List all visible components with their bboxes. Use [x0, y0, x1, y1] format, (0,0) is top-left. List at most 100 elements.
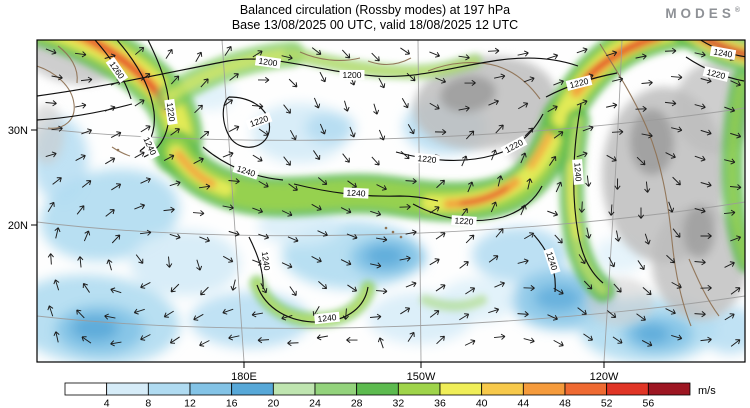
wind-arrow — [576, 47, 588, 54]
wind-arrow — [252, 207, 264, 214]
graticule-lines — [37, 40, 745, 362]
chart-header: Balanced circulation (Rossby modes) at 1… — [0, 3, 750, 33]
wind-arrow — [252, 50, 263, 58]
wind-arrow — [378, 77, 386, 89]
colorbar-cell — [189, 382, 233, 396]
colorbar-tick-label: 52 — [601, 398, 613, 408]
wind-arrow — [52, 177, 62, 185]
wind-arrow — [429, 102, 440, 110]
wind-arrow — [436, 335, 445, 345]
wind-arrow — [547, 314, 558, 321]
wind-arrow — [199, 340, 210, 347]
wind-arrow — [140, 125, 151, 133]
chart-subtitle: Base 13/08/2025 00 UTC, valid 18/08/2025… — [231, 18, 519, 32]
wind-arrow — [134, 203, 146, 210]
lon-tick-label: 150W — [407, 371, 436, 383]
wind-arrow — [488, 307, 500, 314]
wind-arrow — [371, 52, 380, 62]
wind-arrow — [554, 234, 563, 244]
wind-arrow — [694, 207, 706, 214]
wind-arrow — [222, 151, 234, 158]
lat-tick-label: 20N — [8, 220, 28, 232]
wind-arrow — [637, 260, 645, 270]
wind-arrow — [429, 51, 440, 58]
wind-arrow — [553, 131, 564, 139]
wind-arrow — [429, 310, 440, 318]
wind-arrow — [258, 233, 270, 240]
wind-arrow — [194, 104, 203, 114]
colorbar-cell — [106, 382, 149, 396]
wind-arrow — [641, 340, 653, 347]
wind-arrow — [223, 99, 233, 107]
wind-arrow — [319, 123, 327, 135]
wind-arrow — [258, 128, 269, 136]
wind-arrow — [642, 286, 652, 296]
wind-vectors — [45, 45, 742, 349]
wind-arrow — [135, 254, 144, 264]
colorbar-cell — [481, 382, 524, 396]
wind-arrow — [140, 177, 151, 184]
wind-arrow — [730, 132, 742, 139]
wind-arrow — [585, 227, 592, 239]
wind-arrow — [517, 258, 529, 265]
wind-arrow — [700, 336, 712, 343]
wind-arrow — [665, 308, 676, 315]
wind-arrow — [252, 154, 263, 162]
wind-arrow — [228, 334, 240, 341]
wind-arrow — [200, 286, 209, 296]
wind-arrow — [134, 99, 145, 107]
wind-arrow — [520, 152, 527, 164]
wind-arrow — [435, 232, 446, 240]
wind-arrow — [140, 334, 151, 341]
wind-arrow — [458, 54, 470, 61]
colorbar-tick-label: 32 — [392, 398, 404, 408]
wind-arrow — [553, 287, 564, 295]
colorbar-tick-label: 24 — [309, 398, 321, 408]
wind-arrow — [281, 54, 293, 61]
colorbar-tick-label: 12 — [184, 398, 196, 408]
wind-arrow — [547, 210, 559, 217]
wind-arrow — [169, 233, 181, 240]
wind-arrow — [400, 307, 411, 315]
wind-arrow — [134, 151, 145, 159]
wind-arrow — [196, 259, 203, 271]
wind-arrow — [76, 309, 85, 319]
wind-arrow — [104, 105, 116, 112]
wind-arrow — [670, 74, 683, 81]
wind-arrow — [636, 156, 646, 166]
wind-arrow — [311, 203, 322, 211]
wind-arrow — [641, 79, 653, 86]
wind-arrow — [730, 339, 741, 347]
wind-arrow — [497, 175, 503, 187]
wind-arrow — [110, 287, 122, 294]
wind-arrow — [166, 256, 173, 268]
wind-arrow — [637, 207, 645, 219]
wind-arrow — [399, 255, 411, 262]
wind-arrow — [200, 78, 209, 88]
colorbar-cell — [147, 382, 191, 396]
wind-arrow — [523, 284, 535, 292]
wind-arrow — [163, 310, 174, 318]
wind-arrow — [399, 203, 411, 211]
wind-arrow — [671, 334, 683, 341]
wind-arrow — [494, 281, 505, 288]
wind-arrow — [251, 311, 264, 318]
wind-arrow — [585, 175, 592, 187]
wind-arrow — [665, 152, 676, 159]
wind-arrow — [583, 280, 593, 290]
colorbar-tick-label: 28 — [351, 398, 363, 408]
wind-arrow — [170, 283, 180, 293]
wind-arrow — [700, 129, 712, 136]
wind-arrow — [606, 102, 618, 109]
wind-arrow — [608, 256, 616, 268]
wind-arrow — [406, 72, 416, 82]
wind-arrow — [283, 156, 291, 166]
wind-arrow — [547, 105, 558, 113]
wind-arrow — [311, 47, 322, 55]
wind-arrow — [47, 201, 55, 212]
wind-arrow — [576, 151, 588, 158]
wind-arrow — [75, 102, 87, 109]
wind-arrow — [222, 255, 234, 263]
wind-arrow — [346, 336, 358, 344]
colorbar-tick-label: 48 — [559, 398, 571, 408]
